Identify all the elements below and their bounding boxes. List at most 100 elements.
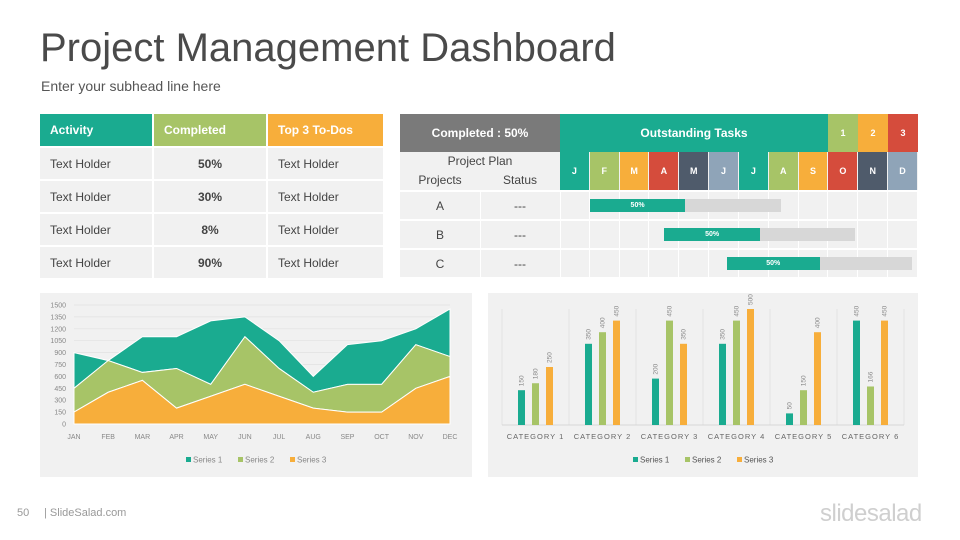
month-cell: J [709,152,738,190]
y-tick-label: 1200 [50,326,66,333]
table-row: Text Holder 50% Text Holder [40,148,383,179]
bar [532,383,539,425]
todo-cell: Text Holder [268,148,383,179]
project-status: --- [514,227,526,242]
bar [599,332,606,425]
area-chart-panel: 1500 1350 1200 1050 900 750 600 450 300 150 0 JAN FE… [40,293,472,477]
data-label: 500 [748,294,755,305]
y-tick-label: 600 [54,374,66,381]
data-label: 450 [854,305,861,316]
data-label: 400 [600,317,607,328]
category-label: CATEGORY 5 [775,432,833,441]
table-row: Text Holder 8% Text Holder [40,214,383,245]
page-subhead: Enter your subhead line here [41,78,221,94]
page-title: Project Management Dashboard [40,26,616,70]
bar [666,320,673,425]
project-name: A [435,198,444,213]
gantt-row-divider [400,190,918,192]
legend-label: Series 2 [245,456,275,465]
x-tick-label: JUL [273,434,286,441]
area-series-3 [73,375,451,425]
y-tick-label: 1350 [50,314,66,321]
bar [881,320,888,425]
completed-cell: 50% [154,148,266,179]
x-tick-label: DEC [443,434,458,441]
data-label: 50 [787,402,794,410]
todo-cell: Text Holder [268,247,383,278]
x-tick-label: JUN [238,434,252,441]
month-cell: N [858,152,888,190]
month-cell: O [828,152,858,190]
gantt-row-divider [400,248,918,250]
legend-box-3: 3 [888,114,918,152]
bar [733,320,740,425]
category-label: CATEGORY 6 [842,432,900,441]
header-activity: Activity [40,114,152,146]
category-label: CATEGORY 2 [574,432,632,441]
projects-column-label: Projects [418,173,462,187]
x-tick-label: APR [169,434,183,441]
table-row: Text Holder 90% Text Holder [40,247,383,278]
bar [800,390,807,425]
outstanding-tasks-header: Outstanding Tasks [560,114,828,152]
gantt-col-divider [560,190,561,277]
legend-label: Series 1 [640,456,670,465]
todo-cell: Text Holder [268,181,383,212]
data-label: 450 [614,305,621,316]
completed-cell: 8% [154,214,266,245]
data-label: 200 [653,363,660,374]
legend-label: Series 1 [193,456,223,465]
header-todos: Top 3 To-Dos [268,114,383,146]
completed-cell: 30% [154,181,266,212]
bar [867,386,874,425]
data-label: 450 [734,305,741,316]
data-label: 450 [667,305,674,316]
category-label: CATEGORY 3 [641,432,699,441]
project-name: C [435,256,445,271]
category-label: CATEGORY 1 [507,432,565,441]
bar [546,367,553,425]
month-cell: D [888,152,917,190]
header-completed: Completed [154,114,266,146]
completed-cell: 90% [154,247,266,278]
gantt-col-divider [648,190,650,277]
legend-swatch [737,457,742,462]
data-label: 150 [801,375,808,386]
data-label: 400 [815,317,822,328]
activity-cell: Text Holder [40,181,152,212]
data-label: 350 [720,329,727,340]
y-tick-label: 150 [54,410,66,417]
activity-cell: Text Holder [40,247,152,278]
table-row: Text Holder 30% Text Holder [40,181,383,212]
activity-table: Activity Completed Top 3 To-Dos Text Hol… [40,114,383,278]
bar [814,332,821,425]
month-cell: A [649,152,679,190]
y-tick-label: 1500 [50,303,66,310]
footer-site: | SlideSalad.com [44,507,127,519]
legend-swatch [186,457,191,462]
project-status: --- [514,256,526,271]
project-status: --- [514,198,526,213]
bar [652,378,659,425]
gantt-col-divider [916,190,918,277]
bar [518,390,525,425]
bar [747,309,754,425]
legend-box-2: 2 [858,114,888,152]
legend-swatch [238,457,243,462]
status-column-label: Status [502,173,538,187]
x-tick-label: NOV [408,434,424,441]
page-number: 50 [17,507,30,519]
progress-fill: 50% [727,257,820,270]
month-cell: M [679,152,709,190]
bar-chart-panel: 150 180 250 CATEGORY 1 350 400 450 CATEGORY 2 20… [488,293,918,477]
project-plan-label: Project Plan [447,154,513,168]
x-tick-label: MAY [203,434,218,441]
category-label: CATEGORY 4 [708,432,766,441]
month-cell: M [619,152,649,190]
gantt-row-divider [400,219,918,221]
gantt-chart: Completed : 50% Outstanding Tasks 1 2 3 … [400,114,918,277]
activity-cell: Text Holder [40,148,152,179]
gantt-col-divider [857,190,859,277]
month-cell: J [560,152,589,190]
